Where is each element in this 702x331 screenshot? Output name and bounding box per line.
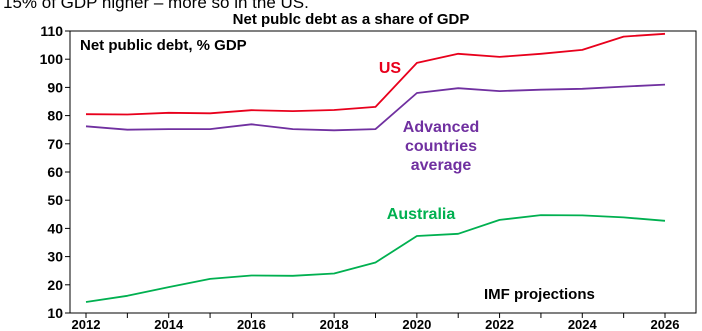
x-tick-label-2012: 2012 [72,317,101,331]
y-tick-label-30: 30 [47,249,63,265]
series-line-advanced-countries-average [85,83,666,132]
series-line-australia [85,214,666,303]
series-labels: US Advanced countries average Australia [379,60,479,223]
y-tick-label-70: 70 [47,136,63,152]
series-label-us: US [379,60,402,77]
y-tick-label-80: 80 [47,108,63,124]
y-tick-label-20: 20 [47,277,63,293]
imf-projections-annotation: IMF projections [484,286,595,303]
y-tick-label-10: 10 [47,305,63,321]
series-line-us [85,32,666,116]
y-tick-label-50: 50 [47,192,63,208]
y-tick-label-40: 40 [47,220,63,236]
x-tick-label-2018: 2018 [320,317,349,331]
series-label-advanced-countries-average-line-3: average [411,157,472,174]
series-group [85,32,666,303]
series-label-advanced-countries-average-line-2: countries [405,138,477,155]
y-tick-label-100: 100 [40,51,64,67]
x-tick-label-2026: 2026 [651,317,680,331]
x-tick-label-2022: 2022 [485,317,514,331]
axes: 10 20 30 40 50 60 70 80 90 100 110 2012 2014 2016 2018… [40,23,680,331]
y-tick-label-110: 110 [40,23,63,39]
clipped-caption-text: 15% of GDP higher – more so in the US. [3,0,309,12]
x-tick-label-2014: 2014 [154,317,184,331]
chart-title: Net publc debt as a share of GDP [233,11,470,28]
x-tick-label-2016: 2016 [237,317,266,331]
plot-area [69,30,697,314]
y-tick-label-90: 90 [47,79,63,95]
x-tick-label-2020: 2020 [402,317,431,331]
series-label-advanced-countries-average-line-1: Advanced [403,119,479,136]
inner-axis-label: Net public debt, % GDP [80,37,247,54]
y-tick-label-60: 60 [47,164,63,180]
x-tick-label-2024: 2024 [568,317,598,331]
series-label-australia: Australia [387,206,456,223]
